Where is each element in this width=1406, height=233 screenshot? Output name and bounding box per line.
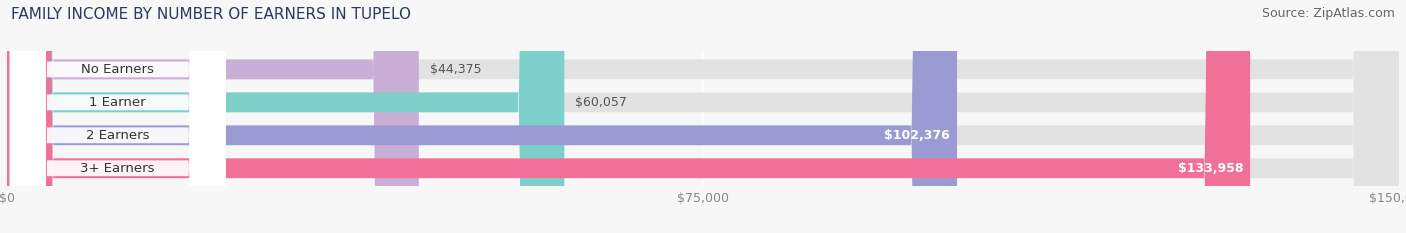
Text: $133,958: $133,958 [1178, 162, 1243, 175]
FancyBboxPatch shape [10, 0, 225, 233]
Text: 2 Earners: 2 Earners [86, 129, 149, 142]
Text: $44,375: $44,375 [430, 63, 482, 76]
FancyBboxPatch shape [7, 0, 564, 233]
FancyBboxPatch shape [7, 0, 1399, 233]
FancyBboxPatch shape [10, 0, 225, 233]
Text: Source: ZipAtlas.com: Source: ZipAtlas.com [1261, 7, 1395, 20]
FancyBboxPatch shape [10, 0, 225, 233]
Text: FAMILY INCOME BY NUMBER OF EARNERS IN TUPELO: FAMILY INCOME BY NUMBER OF EARNERS IN TU… [11, 7, 411, 22]
Text: $102,376: $102,376 [884, 129, 950, 142]
FancyBboxPatch shape [7, 0, 1399, 233]
Text: 1 Earner: 1 Earner [90, 96, 146, 109]
FancyBboxPatch shape [7, 0, 1399, 233]
Text: $60,057: $60,057 [575, 96, 627, 109]
Text: 3+ Earners: 3+ Earners [80, 162, 155, 175]
FancyBboxPatch shape [10, 0, 225, 233]
Text: No Earners: No Earners [82, 63, 155, 76]
FancyBboxPatch shape [7, 0, 1399, 233]
FancyBboxPatch shape [7, 0, 1250, 233]
FancyBboxPatch shape [7, 0, 957, 233]
FancyBboxPatch shape [7, 0, 419, 233]
